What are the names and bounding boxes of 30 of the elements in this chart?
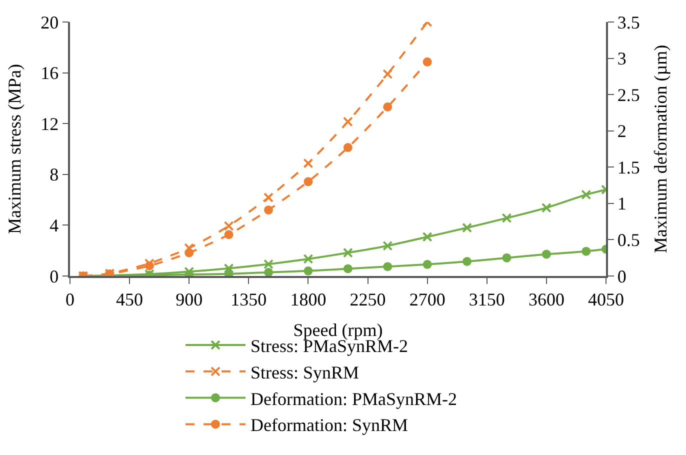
y-tick-label: 4	[50, 216, 59, 236]
x-tick-label: 2250	[350, 289, 386, 310]
x-tick-label: 1350	[230, 289, 267, 310]
x-tick-label: 4050	[588, 289, 624, 310]
y2-tick-label: 2	[617, 121, 626, 142]
x-tick-label: 0	[66, 289, 74, 310]
y2-tick-label: 0	[617, 266, 626, 286]
y2-tick-label: 1	[617, 194, 626, 214]
x-tick-label: 450	[116, 289, 144, 310]
x-tick-label: 1800	[290, 289, 326, 310]
y2-tick-label: 1.5	[617, 157, 640, 178]
x-tick-label: 3150	[468, 289, 505, 310]
x-tick-label: 2700	[409, 289, 446, 310]
y-tick-label: 0	[50, 266, 59, 286]
y-axis-title: Maximum stress (MPa)	[4, 64, 24, 234]
x-axis-title: Speed (rpm)	[293, 320, 383, 340]
y2-tick-label: 3.5	[617, 12, 640, 32]
y-tick-label: 20	[40, 12, 59, 32]
y2-tick-label: 0.5	[617, 230, 640, 250]
legend-label: Stress: SynRM	[250, 362, 360, 382]
y2-axis-title: Maximum deformation (µm)	[650, 44, 670, 254]
legend-label: Deformation: SynRM	[250, 415, 408, 436]
legend-label: Deformation: PMaSynRM-2	[250, 388, 457, 409]
y2-tick-label: 3	[617, 48, 626, 69]
y-tick-label: 8	[50, 164, 59, 185]
y-tick-label: 12	[40, 114, 59, 134]
y2-tick-label: 2.5	[617, 84, 640, 105]
y-tick-label: 16	[40, 63, 59, 84]
x-tick-label: 3600	[528, 289, 564, 310]
x-tick-label: 900	[176, 289, 203, 310]
